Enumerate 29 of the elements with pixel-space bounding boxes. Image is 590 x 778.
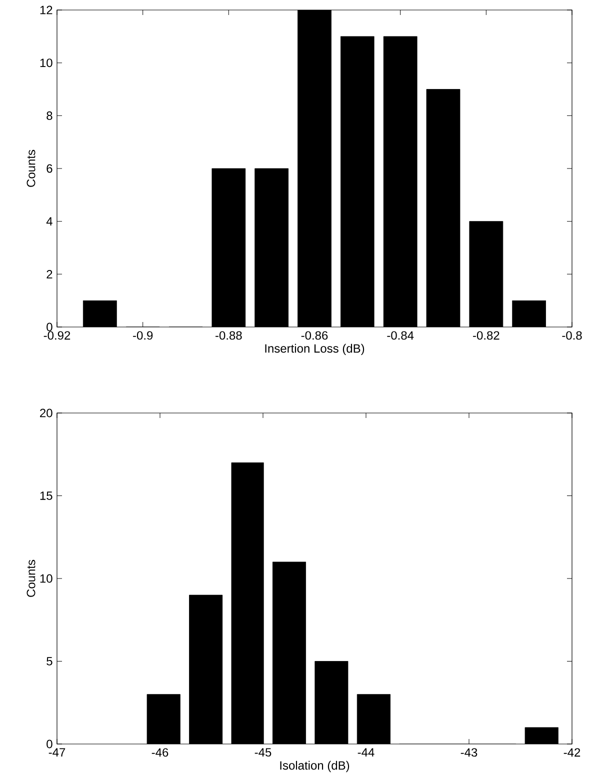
y-tick-label: 15 <box>40 492 52 500</box>
x-tick-label: -44 <box>358 748 374 756</box>
x-tick-label: -0.84 <box>387 331 414 340</box>
y-tick-label: 2 <box>46 270 52 278</box>
y-tick-label: 20 <box>40 408 52 418</box>
x-tick-label: -42 <box>564 748 580 757</box>
x-axis-title: Isolation (dB) <box>280 760 350 772</box>
y-tick-label: 0 <box>46 740 52 748</box>
x-tick-label: -43 <box>460 748 478 757</box>
y-tick-label: 10 <box>40 574 52 583</box>
y-tick-label: 8 <box>46 111 52 120</box>
x-tick-label: -45 <box>254 748 272 757</box>
x-tick-label: -0.86 <box>301 331 328 340</box>
y-tick-label: 6 <box>46 164 52 173</box>
x-tick-label: -0.92 <box>44 331 70 340</box>
y-tick-label: 4 <box>46 217 52 226</box>
x-tick-label: -0.8 <box>562 331 582 340</box>
x-tick-label: -0.88 <box>216 331 242 340</box>
y-tick-label: 0 <box>46 322 52 332</box>
x-tick-label: -0.9 <box>133 331 153 340</box>
x-tick-label: -47 <box>48 748 66 756</box>
y-tick-label: 10 <box>40 58 52 68</box>
y-axis-title: Counts <box>26 150 36 187</box>
y-tick-label: 12 <box>40 6 52 14</box>
x-axis-title: Insertion Loss (dB) <box>265 344 364 356</box>
x-tick-label: -46 <box>152 748 168 757</box>
y-tick-label: 5 <box>46 657 52 666</box>
y-axis-title: Counts <box>26 560 36 597</box>
x-tick-label: -0.82 <box>473 331 500 340</box>
